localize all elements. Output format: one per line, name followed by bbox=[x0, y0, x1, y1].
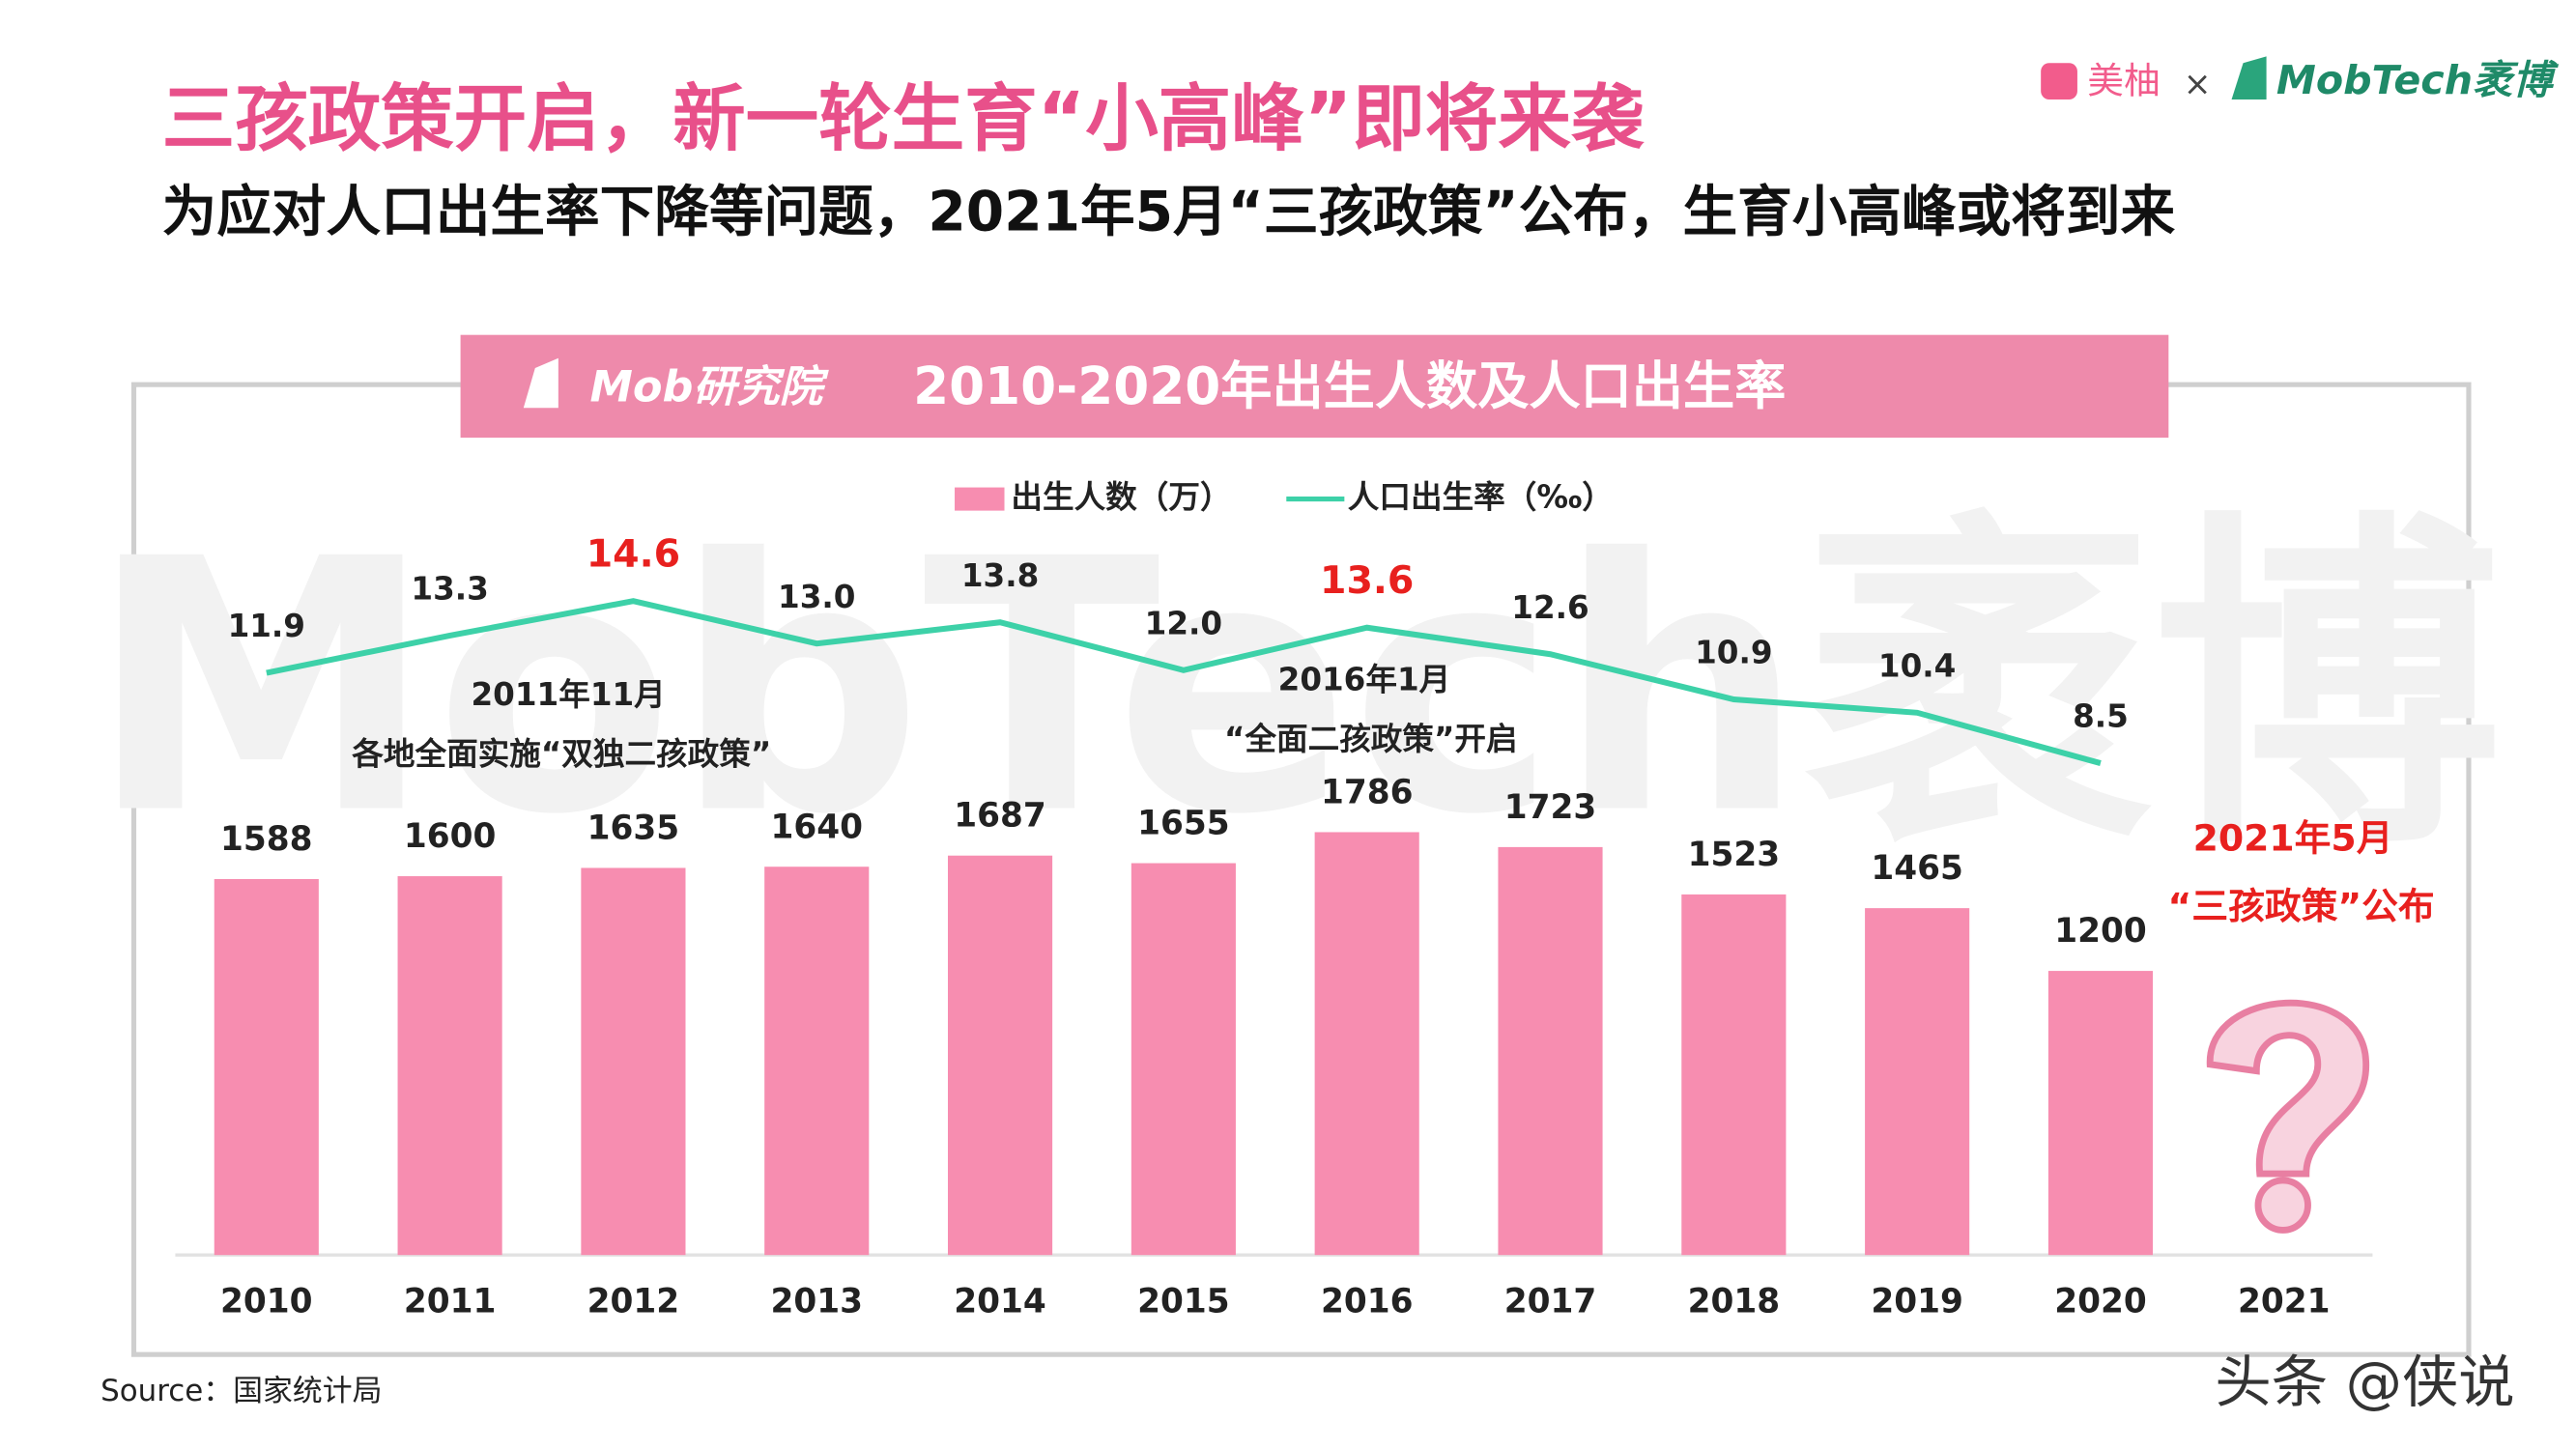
bar bbox=[1681, 894, 1787, 1256]
bar-label: 1655 bbox=[1137, 805, 1230, 843]
x-tick-label: 2014 bbox=[954, 1282, 1046, 1321]
x-tick-label: 2020 bbox=[2054, 1282, 2147, 1321]
legend-swatch bbox=[955, 487, 1005, 511]
bar-label: 1588 bbox=[220, 820, 313, 859]
bar-label: 1723 bbox=[1504, 788, 1596, 827]
line-label: 12.6 bbox=[1511, 589, 1589, 626]
bar bbox=[947, 855, 1053, 1256]
bar bbox=[2047, 971, 2154, 1256]
x-tick-label: 2016 bbox=[1321, 1282, 1414, 1321]
bar-label: 1640 bbox=[770, 808, 863, 846]
source: Source：国家统计局 bbox=[100, 1374, 382, 1408]
brand: Mob研究院 bbox=[589, 361, 829, 412]
line-label: 10.9 bbox=[1695, 635, 1772, 671]
bar-label: 1786 bbox=[1321, 773, 1414, 811]
line-label: 13.8 bbox=[961, 557, 1039, 594]
question-dot bbox=[2254, 1177, 2311, 1234]
bar bbox=[1314, 832, 1419, 1256]
line-label: 10.4 bbox=[1878, 647, 1956, 684]
logo-left: 美柚 bbox=[2087, 59, 2161, 101]
annotation: “三孩政策”公布 bbox=[2168, 885, 2435, 927]
footer-watermark: 头条 @侠说 bbox=[2215, 1350, 2514, 1415]
title: 三孩政策开启，新一轮生育“小高峰”即将来袭 bbox=[162, 76, 1645, 161]
logo-icon bbox=[2041, 63, 2077, 99]
bar bbox=[1865, 908, 1970, 1256]
bar-label: 1687 bbox=[954, 797, 1046, 836]
line-label: 13.0 bbox=[778, 579, 855, 615]
annotation: 各地全面实施“双独二孩政策” bbox=[351, 736, 771, 773]
line-label: 13.3 bbox=[411, 571, 488, 608]
x-tick-label: 2017 bbox=[1504, 1282, 1596, 1321]
x-tick-label: 2018 bbox=[1688, 1282, 1781, 1321]
line bbox=[266, 598, 2102, 766]
bar-label: 1200 bbox=[2054, 912, 2147, 951]
line-label: 13.6 bbox=[1320, 558, 1414, 603]
bar-label: 1635 bbox=[587, 809, 680, 847]
logo-sep: × bbox=[2184, 66, 2212, 104]
line-label: 14.6 bbox=[587, 531, 680, 576]
annotation: 2021年5月 bbox=[2193, 817, 2393, 860]
chart-header bbox=[460, 334, 2169, 439]
legend-label: 出生人数（万） bbox=[1011, 479, 1231, 516]
annotation: “全面二孩政策”开启 bbox=[1224, 721, 1518, 757]
watermark: MobTech袤博 bbox=[88, 485, 2502, 891]
annotation: 2016年1月 bbox=[1278, 661, 1451, 697]
annotation: 2011年11月 bbox=[472, 676, 666, 713]
bar-label: 1523 bbox=[1688, 836, 1781, 874]
x-tick-label: 2015 bbox=[1137, 1282, 1230, 1321]
x-tick-label: 2011 bbox=[404, 1282, 497, 1321]
legend-label: 人口出生率（‰） bbox=[1348, 479, 1614, 516]
logo-right: MobTech袤博 bbox=[2276, 57, 2559, 103]
chart-title: 2010-2020年出生人数及人口出生率 bbox=[913, 356, 1786, 416]
logo-icon bbox=[2231, 56, 2267, 99]
x-tick-label: 2013 bbox=[770, 1282, 863, 1321]
bar bbox=[397, 876, 502, 1256]
line-label: 8.5 bbox=[2073, 698, 2129, 735]
x-tick-label: 2019 bbox=[1871, 1282, 1963, 1321]
x-tick-label: 2010 bbox=[220, 1282, 313, 1321]
x-tick-label: 2021 bbox=[2238, 1282, 2331, 1321]
bar-label: 1600 bbox=[404, 817, 497, 856]
brand-icon bbox=[523, 357, 558, 409]
line-label: 12.0 bbox=[1145, 605, 1222, 641]
bar bbox=[1498, 846, 1603, 1256]
bar bbox=[764, 867, 870, 1256]
x-tick-label: 2012 bbox=[587, 1282, 680, 1321]
bar-label: 1465 bbox=[1871, 849, 1963, 888]
question-mark bbox=[2206, 999, 2370, 1178]
subtitle: 为应对人口出生率下降等问题，2021年5月“三孩政策”公布，生育小高峰或将到来 bbox=[162, 181, 2176, 244]
line-label: 11.9 bbox=[228, 608, 305, 644]
bar bbox=[581, 867, 686, 1256]
bar bbox=[214, 878, 319, 1256]
bar bbox=[1131, 863, 1236, 1256]
